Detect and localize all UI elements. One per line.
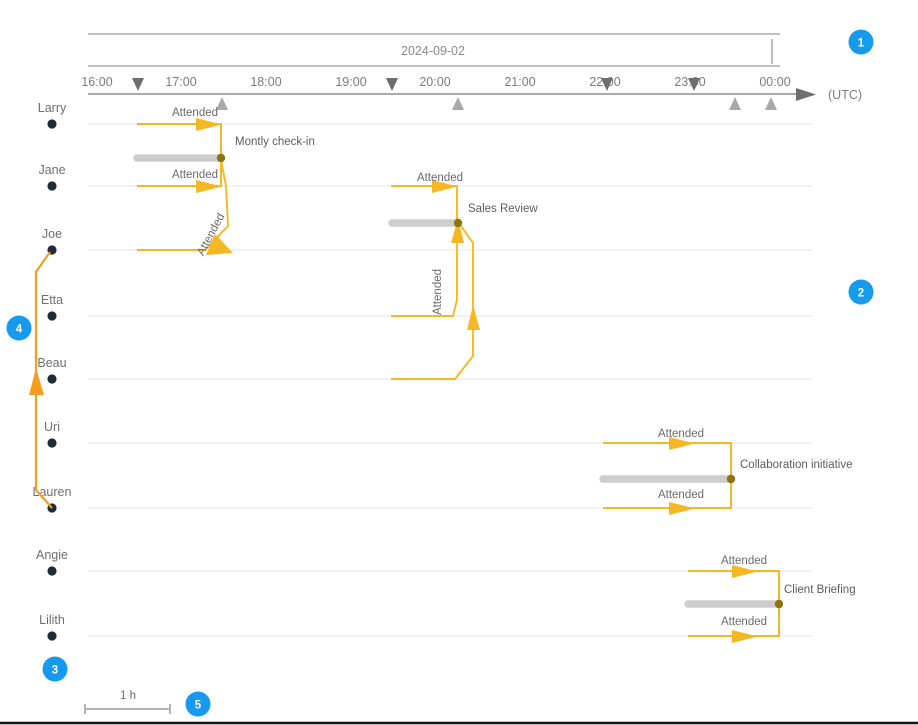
annotation-badge-3[interactable]: 3	[42, 656, 68, 684]
axis-tick-label: 16:00	[81, 75, 112, 89]
meeting-end-dot[interactable]	[216, 153, 226, 163]
person-dot[interactable]	[47, 631, 57, 641]
attended-label: Attended	[721, 555, 767, 567]
annotation-badge-label: 1	[858, 37, 865, 49]
meeting-duration-bars	[133, 153, 784, 609]
axis-tick-label: 21:00	[504, 75, 535, 89]
flow-montly-check-in	[137, 118, 233, 255]
attended-label: Attended	[172, 169, 218, 181]
annotation-badge-label: 2	[858, 287, 864, 299]
attendance-flows	[29, 118, 780, 643]
attended-label: Attended	[658, 489, 704, 501]
flow-lauren-to-joe	[29, 251, 53, 509]
annotation-badge-label: 5	[195, 699, 202, 711]
meeting-name-label: Collaboration initiative	[740, 459, 853, 471]
axis-tick-label: 19:00	[335, 75, 366, 89]
person-label: Larry	[38, 101, 67, 115]
annotation-badge-4[interactable]: 4	[6, 315, 32, 343]
person-lanes	[88, 123, 812, 637]
attended-label: Attended	[721, 616, 767, 628]
person-dot[interactable]	[47, 181, 57, 191]
annotation-badge-5[interactable]: 5	[185, 691, 211, 719]
person-label: Angie	[36, 548, 68, 562]
person-dot[interactable]	[47, 374, 57, 384]
axis-tick-label: 17:00	[165, 75, 196, 89]
annotation-badge-1[interactable]: 1	[848, 29, 874, 57]
meeting-end-dot[interactable]	[453, 218, 463, 228]
axis-tick-label: 00:00	[759, 75, 790, 89]
axis-marker-down	[688, 78, 700, 91]
attended-label: Attended	[172, 107, 218, 119]
axis-marker-up	[216, 97, 228, 110]
scale-bar: 1 h	[84, 690, 171, 714]
meeting-name-label: Sales Review	[468, 203, 538, 215]
person-label: Beau	[37, 356, 66, 370]
axis-marker-up	[765, 97, 777, 110]
date-label: 2024-09-02	[401, 44, 465, 58]
scale-bar-label: 1 h	[120, 690, 136, 702]
annotation-badges: 1 2 3 4 5	[6, 29, 874, 719]
time-axis: 16:0017:0018:0019:0020:0021:0022:0023:00…	[81, 75, 816, 110]
person-dot[interactable]	[47, 566, 57, 576]
timezone-label: (UTC)	[828, 88, 862, 102]
meeting-name-label: Client Briefing	[784, 584, 856, 596]
annotation-badge-label: 3	[52, 664, 58, 676]
person-dot[interactable]	[47, 311, 57, 321]
axis-tick-label: 20:00	[419, 75, 450, 89]
meeting-end-dot[interactable]	[726, 474, 736, 484]
attended-label: Attended	[417, 172, 463, 184]
person-dot[interactable]	[47, 119, 57, 129]
attended-labels: Attended Attended Attended Attended Attended…	[172, 107, 767, 628]
person-label: Joe	[42, 227, 62, 241]
person-label: Uri	[44, 420, 60, 434]
axis-tick-label: 18:00	[250, 75, 281, 89]
person-label: Etta	[41, 293, 63, 307]
attended-label: Attended	[432, 269, 444, 315]
person-label: Lilith	[39, 613, 65, 627]
axis-marker-down	[386, 78, 398, 91]
axis-marker-up	[729, 97, 741, 110]
meeting-end-dot[interactable]	[774, 599, 784, 609]
annotation-badge-2[interactable]: 2	[848, 279, 874, 307]
person-dot[interactable]	[47, 438, 57, 448]
date-band: 2024-09-02	[88, 33, 780, 67]
flow-client-briefing	[688, 565, 780, 643]
meeting-name-labels: Montly check-in Sales Review Collaboration…	[235, 136, 856, 596]
axis-marker-down	[601, 78, 613, 91]
flow-sales-review	[391, 180, 480, 380]
axis-marker-down	[132, 78, 144, 91]
attended-label: Attended	[658, 428, 704, 440]
annotation-badge-label: 4	[16, 323, 23, 335]
axis-marker-up	[452, 97, 464, 110]
meeting-name-label: Montly check-in	[235, 136, 315, 148]
person-label: Jane	[38, 163, 65, 177]
